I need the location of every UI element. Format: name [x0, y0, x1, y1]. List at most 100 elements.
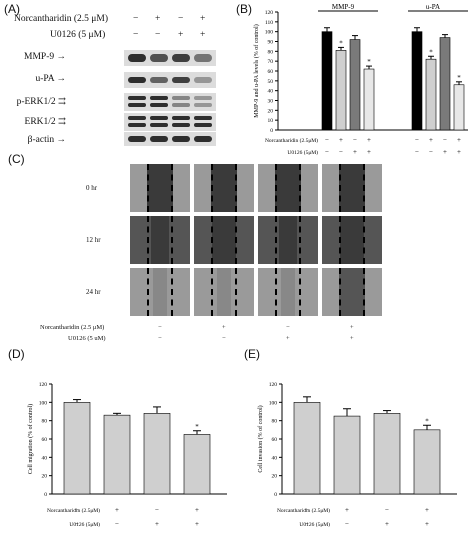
y-tick-label: 100 — [39, 400, 48, 406]
significance-star: * — [457, 74, 461, 82]
wound-image — [258, 268, 318, 316]
treatment-sign: − — [353, 136, 357, 144]
blot-strip — [124, 93, 216, 111]
bar — [103, 414, 131, 495]
y-tick-label: 10 — [268, 118, 274, 124]
treatment-sign: + — [155, 14, 161, 24]
wound-edge-line — [147, 216, 149, 264]
y-tick-label: 60 — [268, 69, 274, 75]
wound-image — [130, 268, 190, 316]
treatment-row: Norcantharidin (2.5 μM) − + − + — [0, 14, 230, 27]
treatment-sign: − — [155, 30, 161, 40]
bar — [349, 39, 361, 131]
bar — [411, 31, 423, 131]
y-tick-label: 120 — [265, 10, 274, 16]
treatment-sign: − — [75, 506, 79, 514]
treatment-sign: − — [286, 324, 290, 331]
wound-edge-line — [339, 164, 341, 212]
wound-edge-line — [211, 268, 213, 316]
treatment-sign: + — [115, 506, 119, 514]
wound-edge-line — [299, 268, 301, 316]
y-tick-label: 40 — [42, 455, 48, 461]
wound-edge-line — [147, 268, 149, 316]
panel-label-e: (E) — [244, 347, 260, 361]
y-tick-label: 120 — [39, 382, 48, 388]
treatment-label: Norcantharidin (2.5μM) — [47, 507, 100, 514]
bar — [63, 402, 91, 495]
y-tick-label: 60 — [42, 437, 48, 443]
bar — [373, 413, 401, 495]
wound-edge-line — [171, 268, 173, 316]
blot-label: β-actin → — [27, 135, 66, 145]
y-tick-label: 100 — [269, 400, 278, 406]
y-tick-label: 110 — [265, 20, 273, 26]
bar — [439, 37, 451, 131]
treatment-sign: − — [222, 335, 226, 342]
wound-edge-line — [299, 216, 301, 264]
wound-edge-line — [299, 164, 301, 212]
bar — [413, 429, 441, 495]
treatment-label: U0126 (5μM) — [287, 149, 318, 156]
y-tick-label: 20 — [268, 108, 274, 114]
y-tick-label: 80 — [42, 419, 48, 425]
wound-image — [322, 268, 382, 316]
treatment-sign: + — [178, 30, 184, 40]
wound-image — [130, 216, 190, 264]
blot-strip — [124, 113, 216, 131]
treatment-sign: + — [200, 30, 206, 40]
blot-strip — [124, 72, 216, 88]
wound-image — [322, 164, 382, 212]
treatment-row: U0126 (5 μM) − − + + — [0, 30, 230, 43]
wound-edge-line — [235, 164, 237, 212]
wound-edge-line — [275, 216, 277, 264]
panel-label-b: (B) — [236, 2, 252, 16]
wound-image — [194, 216, 254, 264]
wound-edge-line — [363, 216, 365, 264]
blot-label: ERK1/2 ⇉ — [24, 117, 66, 127]
bar — [363, 68, 375, 131]
y-tick-label: 50 — [268, 79, 274, 85]
bar — [333, 415, 361, 495]
bar — [143, 413, 171, 495]
treatment-sign: − — [325, 136, 329, 144]
treatment-sign: − — [325, 148, 329, 156]
wound-edge-line — [147, 164, 149, 212]
treatment-sign: + — [195, 506, 199, 514]
bar — [321, 31, 333, 131]
significance-star: * — [425, 417, 429, 425]
treatment-sign: + — [367, 136, 371, 144]
wound-edge-line — [339, 216, 341, 264]
blot-label: p-ERK1/2 ⇉ — [16, 97, 66, 107]
wound-image — [194, 268, 254, 316]
treatment-sign: − — [178, 14, 184, 24]
wound-image — [130, 164, 190, 212]
treatment-label: Norcantharidin (2.5 μM) — [14, 14, 108, 24]
blot-label: u-PA → — [35, 74, 66, 84]
treatment-sign: − — [133, 30, 139, 40]
treatment-sign: + — [345, 506, 349, 514]
treatment-sign: + — [350, 324, 354, 331]
treatment-sign: + — [367, 148, 371, 156]
treatment-sign: − — [155, 506, 159, 514]
treatment-label: U0126 (5 uM) — [68, 335, 106, 342]
treatment-sign: − — [305, 520, 309, 528]
wound-edge-line — [363, 164, 365, 212]
blot-label: MMP-9 → — [24, 52, 66, 62]
treatment-sign: − — [158, 324, 162, 331]
wound-edge-line — [363, 268, 365, 316]
wound-edge-line — [275, 164, 277, 212]
wound-edge-line — [211, 164, 213, 212]
wound-edge-line — [235, 268, 237, 316]
treatment-sign: − — [133, 14, 139, 24]
treatment-sign: + — [339, 136, 343, 144]
time-label: 12 hr — [86, 236, 101, 244]
wound-edge-line — [275, 268, 277, 316]
treatment-sign: + — [353, 148, 357, 156]
time-label: 24 hr — [86, 288, 101, 296]
treatment-sign: − — [75, 520, 79, 528]
y-axis-label: MMP-9 and u-PA levels (% of control) — [253, 24, 260, 117]
time-label: 0 hr — [86, 184, 98, 192]
blot-strip — [124, 132, 216, 146]
bar — [425, 58, 437, 131]
significance-star: * — [429, 48, 433, 56]
